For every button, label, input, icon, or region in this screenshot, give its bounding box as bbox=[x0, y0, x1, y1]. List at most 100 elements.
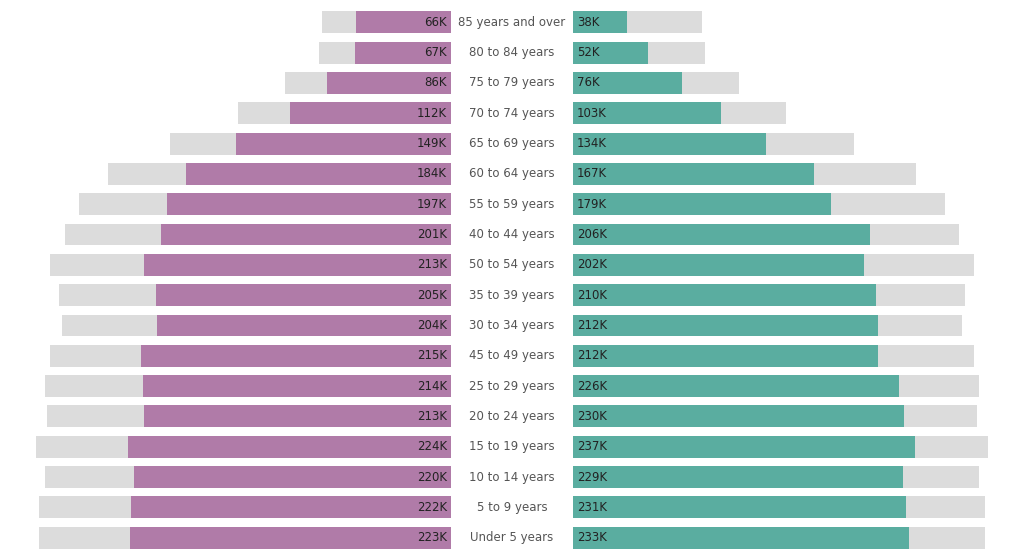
Bar bbox=[572, 42, 706, 64]
Text: 70 to 74 years: 70 to 74 years bbox=[469, 107, 555, 120]
Bar bbox=[50, 254, 452, 276]
Bar bbox=[572, 284, 965, 306]
Text: 229K: 229K bbox=[577, 470, 607, 483]
Bar bbox=[572, 133, 854, 155]
Bar bbox=[572, 405, 977, 427]
Bar bbox=[572, 193, 830, 215]
Text: 230K: 230K bbox=[577, 410, 607, 423]
Bar bbox=[167, 193, 452, 215]
Text: 30 to 34 years: 30 to 34 years bbox=[469, 319, 555, 332]
Text: 35 to 39 years: 35 to 39 years bbox=[469, 288, 555, 302]
Bar bbox=[572, 102, 786, 124]
Text: 134K: 134K bbox=[577, 137, 607, 150]
Bar bbox=[572, 496, 985, 518]
Text: 50 to 54 years: 50 to 54 years bbox=[469, 258, 555, 272]
Bar bbox=[572, 11, 628, 33]
Bar bbox=[328, 72, 452, 94]
Bar bbox=[572, 193, 945, 215]
Bar bbox=[572, 223, 869, 245]
Text: 214K: 214K bbox=[417, 380, 447, 393]
Bar bbox=[318, 42, 452, 64]
Bar bbox=[141, 345, 452, 367]
Bar bbox=[572, 133, 766, 155]
Bar bbox=[572, 375, 979, 397]
Bar bbox=[572, 284, 876, 306]
Bar bbox=[59, 284, 452, 306]
Bar bbox=[572, 527, 985, 549]
Text: 213K: 213K bbox=[417, 258, 447, 272]
Bar bbox=[572, 254, 864, 276]
Text: 85 years and over: 85 years and over bbox=[459, 16, 565, 29]
Bar bbox=[572, 11, 702, 33]
Text: 65 to 69 years: 65 to 69 years bbox=[469, 137, 555, 150]
Text: 149K: 149K bbox=[417, 137, 447, 150]
Bar bbox=[144, 405, 452, 427]
Bar bbox=[572, 345, 974, 367]
Bar bbox=[36, 436, 452, 458]
Text: 237K: 237K bbox=[577, 440, 607, 453]
Bar bbox=[572, 436, 914, 458]
Text: 45 to 49 years: 45 to 49 years bbox=[469, 349, 555, 362]
Bar bbox=[237, 133, 452, 155]
Bar bbox=[286, 72, 452, 94]
Bar bbox=[290, 102, 452, 124]
Bar bbox=[572, 345, 879, 367]
Bar bbox=[134, 466, 452, 488]
Bar bbox=[157, 315, 452, 337]
Bar bbox=[572, 254, 974, 276]
Bar bbox=[572, 315, 963, 337]
Bar bbox=[39, 527, 452, 549]
Bar bbox=[572, 466, 979, 488]
Text: 223K: 223K bbox=[417, 531, 447, 544]
Bar bbox=[142, 375, 452, 397]
Bar bbox=[238, 102, 452, 124]
Text: 52K: 52K bbox=[577, 46, 599, 59]
Text: 204K: 204K bbox=[417, 319, 447, 332]
Bar bbox=[45, 375, 452, 397]
Text: 179K: 179K bbox=[577, 198, 607, 211]
Text: 202K: 202K bbox=[577, 258, 607, 272]
Text: 76K: 76K bbox=[577, 77, 599, 90]
Text: 206K: 206K bbox=[577, 228, 607, 241]
Text: 233K: 233K bbox=[577, 531, 607, 544]
Bar bbox=[186, 163, 452, 185]
Text: 40 to 44 years: 40 to 44 years bbox=[469, 228, 555, 241]
Bar bbox=[572, 102, 721, 124]
Bar bbox=[128, 436, 452, 458]
Bar bbox=[79, 193, 452, 215]
Text: 60 to 64 years: 60 to 64 years bbox=[469, 167, 555, 180]
Text: 15 to 19 years: 15 to 19 years bbox=[469, 440, 555, 453]
Text: 80 to 84 years: 80 to 84 years bbox=[469, 46, 555, 59]
Text: 38K: 38K bbox=[577, 16, 599, 29]
Bar bbox=[572, 223, 959, 245]
Text: 67K: 67K bbox=[425, 46, 447, 59]
Bar bbox=[572, 466, 903, 488]
Bar bbox=[144, 254, 452, 276]
Bar bbox=[61, 315, 452, 337]
Bar bbox=[572, 527, 908, 549]
Bar bbox=[572, 72, 738, 94]
Text: 112K: 112K bbox=[417, 107, 447, 120]
Bar bbox=[156, 284, 452, 306]
Bar bbox=[162, 223, 452, 245]
Text: 215K: 215K bbox=[417, 349, 447, 362]
Text: 66K: 66K bbox=[425, 16, 447, 29]
Bar bbox=[322, 11, 452, 33]
Text: 25 to 29 years: 25 to 29 years bbox=[469, 380, 555, 393]
Bar bbox=[45, 466, 452, 488]
Text: 224K: 224K bbox=[417, 440, 447, 453]
Text: 212K: 212K bbox=[577, 349, 607, 362]
Bar bbox=[572, 163, 813, 185]
Bar bbox=[572, 42, 647, 64]
Bar bbox=[131, 496, 452, 518]
Text: 55 to 59 years: 55 to 59 years bbox=[469, 198, 555, 211]
Text: 220K: 220K bbox=[417, 470, 447, 483]
Bar bbox=[354, 42, 452, 64]
Text: 222K: 222K bbox=[417, 501, 447, 514]
Bar bbox=[572, 496, 906, 518]
Text: 210K: 210K bbox=[577, 288, 607, 302]
Text: 226K: 226K bbox=[577, 380, 607, 393]
Text: 20 to 24 years: 20 to 24 years bbox=[469, 410, 555, 423]
Bar bbox=[572, 436, 988, 458]
Bar bbox=[130, 527, 452, 549]
